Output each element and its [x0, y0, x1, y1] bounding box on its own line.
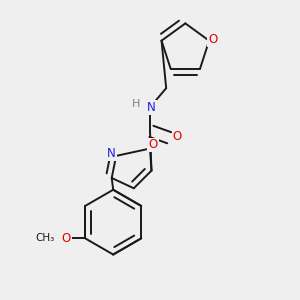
Text: O: O — [172, 130, 182, 143]
Text: N: N — [107, 147, 116, 160]
Text: O: O — [148, 139, 158, 152]
Text: CH₃: CH₃ — [35, 233, 54, 243]
Text: O: O — [61, 232, 71, 245]
Text: H: H — [132, 99, 140, 110]
Text: N: N — [147, 101, 156, 114]
Text: O: O — [208, 33, 217, 46]
